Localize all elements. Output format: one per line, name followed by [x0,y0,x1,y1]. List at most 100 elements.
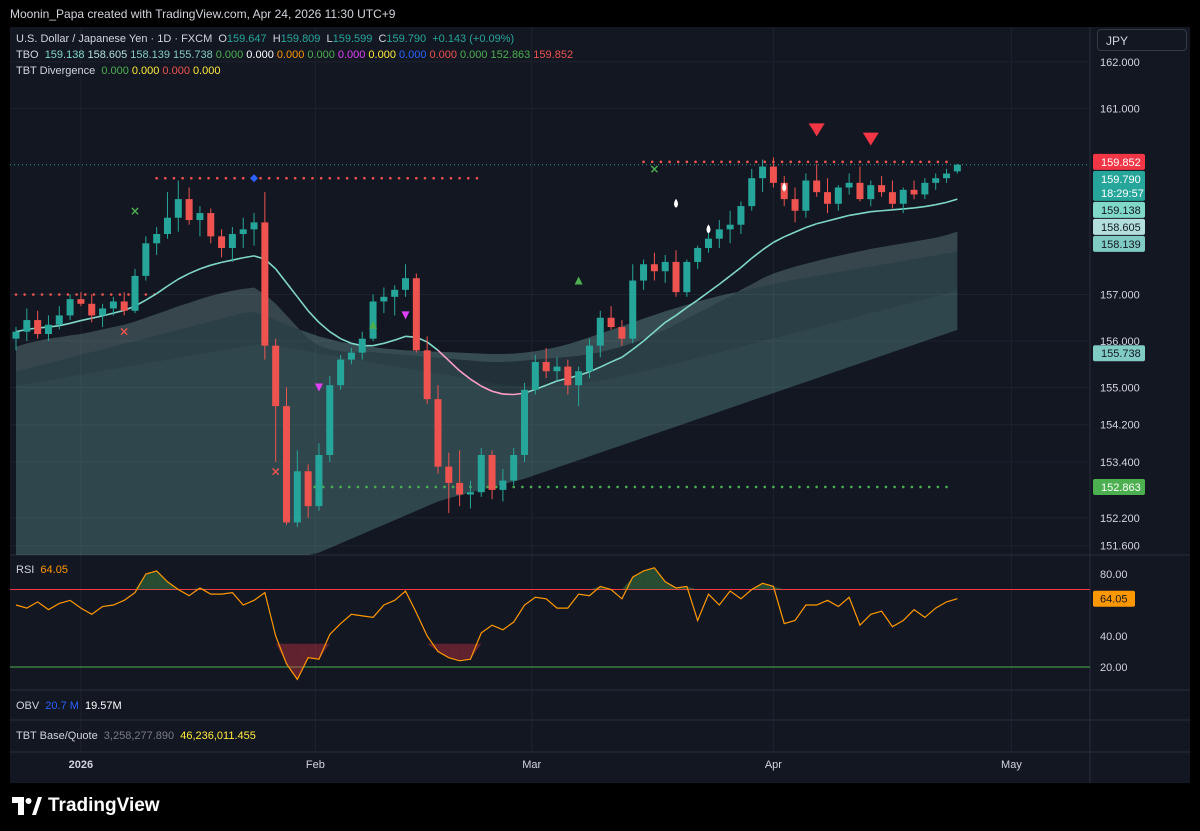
rsi-ob-fill-60 [654,567,666,590]
currency-button[interactable]: JPY [1097,29,1187,51]
candle-body-2 [34,320,42,335]
support-dot [408,485,412,489]
candle-body-23 [261,222,269,346]
prior-level-dot [101,293,104,296]
prior-level-dot [83,293,87,296]
support-dot [495,485,498,489]
tradingview-logo: TradingView [12,795,160,817]
resistance-2-dot [711,160,715,164]
support-dot [443,485,446,489]
prior-level-dot [49,293,52,296]
symbol-legend: U.S. Dollar / Japanese Yen · 1D · FXCM O… [16,33,517,45]
candle-body-12 [142,243,150,276]
support-dot [789,485,793,489]
tbo-value-3: 155.738 [172,49,213,61]
support-dot [676,485,680,489]
support-dot [633,485,637,489]
support-dot [737,485,741,489]
band-middle [16,251,958,387]
marker-x-1: × [130,204,140,218]
candle-body-45 [499,480,507,490]
ma-segment-18 [199,264,212,270]
rsi-os-fill-27 [297,643,309,680]
resistance-1-dot [363,176,366,180]
ma-segment-82 [892,208,904,211]
ma-segment-15 [167,278,179,287]
marker-x-0: × [119,325,129,339]
marker-x-8: × [649,162,659,176]
candle-body-26 [293,471,301,523]
rsi-value-badge-text: 64.05 [1100,594,1128,606]
ma-layer [15,198,958,396]
support-dot [555,485,559,489]
candle-body-61 [672,261,680,293]
support-dot [936,485,940,489]
candle-body-58 [640,264,648,281]
marker-tri-up-5 [369,320,378,329]
resistance-2-dot [798,160,801,164]
tbo-value-12: 0.000 [460,49,488,61]
ma-segment-13 [145,292,158,301]
candle-body-3 [44,324,52,335]
ma-segment-27 [296,296,309,312]
resistance-2-dot [945,160,948,164]
resistance-1-dot [302,176,306,180]
marker-tri-down-6 [401,311,410,320]
price-tick-label: 161.000 [1100,103,1140,115]
candle-body-0 [12,331,20,339]
ma-segment-45 [491,390,504,395]
time-tick-label: May [1001,759,1022,771]
candle-body-56 [618,327,626,339]
support-dot [711,485,715,489]
support-dot [893,485,896,489]
resistance-1-dot [215,176,219,180]
markers-layer: × × × × [119,123,879,478]
ma-segment-34 [372,342,385,347]
obv-value-2: 19.57M [85,700,122,712]
candle-body-53 [585,345,593,372]
time-tick-label: Apr [765,759,782,771]
ma-segment-85 [924,203,936,208]
resistance-1-dot [155,176,158,180]
marker-big-tri-down-12 [808,123,825,137]
close-value: 159.790 [386,33,427,45]
support-dot [339,485,342,489]
support-dot [901,485,905,489]
support-dot [607,485,611,489]
candle-body-60 [661,261,669,272]
support-dot [590,485,593,489]
rsi-line [15,567,958,681]
price-tick-label: 151.600 [1100,541,1140,553]
support-dot [780,485,784,489]
time-tick-label: 2026 [69,759,93,771]
candle-body-63 [694,247,702,262]
candle-body-20 [228,234,236,248]
support-dot [702,485,706,489]
low-value: 159.599 [332,33,373,45]
ma-segment-73 [794,226,807,233]
candles-layer [12,157,961,528]
support-dot [650,485,654,489]
support-dot [754,485,758,489]
support-dot [451,485,455,489]
ma-segment-44 [480,385,493,392]
price-tick-label: 153.400 [1100,457,1140,469]
support-dot [529,485,533,489]
rsi-os-fill-41 [448,643,460,661]
resistance-2-dot [754,160,758,164]
resistance-2-dot [789,160,793,164]
support-dot [538,485,541,489]
prior-level-dot [57,293,61,296]
chart-panel-bg [10,27,1190,783]
rsi-os-fill-39 [427,643,438,652]
divergence-value-1: 0.000 [131,65,160,77]
price-label-text: 158.605 [1101,222,1141,234]
tbo-value-4: 0.000 [215,49,244,61]
support-dot [547,485,550,489]
ma-segment-72 [783,231,796,238]
ma-segment-39 [426,341,439,351]
rsi-ob-fill-63 [686,586,698,590]
ma-segment-19 [210,261,222,266]
prior-level-dot [23,293,26,296]
